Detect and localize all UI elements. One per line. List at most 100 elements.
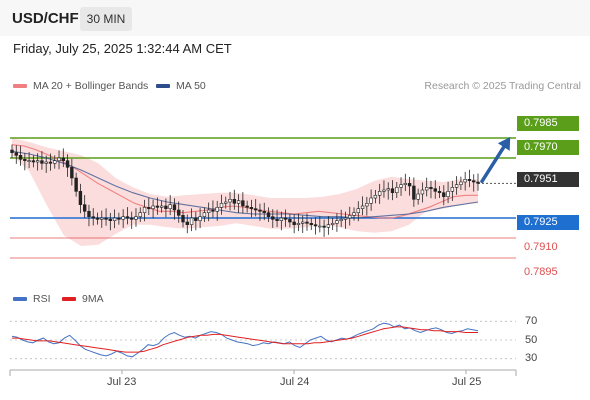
candle-body [292, 221, 296, 225]
candle-body [386, 188, 390, 191]
ma50-line [11, 150, 479, 219]
candle-body [271, 216, 275, 220]
candle-body [258, 209, 262, 212]
symbol-label: USD/CHF [12, 10, 79, 27]
candle-body [356, 208, 360, 213]
candle-body [100, 217, 104, 220]
candle-body [219, 203, 224, 208]
rsi-9ma-line [12, 326, 478, 353]
legend-item-ma20: MA 20 + Bollinger Bands [13, 80, 148, 92]
ma20-line [11, 144, 478, 219]
candle-body [390, 188, 395, 193]
level-label-support-2: 0.7895 [524, 266, 558, 278]
candle-body [70, 167, 74, 179]
forecast-arrow-shaft [480, 140, 509, 184]
candle-body [31, 160, 36, 163]
timestamp: Friday, July 25, 2025 1:32:44 AM CET [13, 41, 232, 56]
candle-body [467, 179, 472, 181]
timeframe-badge[interactable]: 30 MIN [80, 7, 132, 31]
legend-label: MA 20 + Bollinger Bands [33, 80, 149, 92]
candle-body [348, 215, 352, 219]
level-label-target: 0.7985 [517, 116, 579, 131]
candle-body [454, 184, 459, 188]
rsi-line [11, 322, 479, 358]
level-label-pivot: 0.7925 [517, 215, 579, 230]
candle-body [53, 160, 57, 164]
candle-body [399, 184, 403, 188]
legend-label: MA 50 [176, 80, 206, 92]
candle-body [181, 215, 185, 223]
candle-body [117, 217, 121, 220]
candle-body [23, 159, 27, 161]
candle-body [159, 205, 164, 208]
candle-body [476, 181, 480, 184]
candle-body [424, 187, 429, 191]
candle-body [360, 205, 365, 209]
level-label-support-1: 0.7910 [524, 241, 558, 253]
candle-body [142, 207, 147, 213]
candle-body [172, 204, 177, 211]
candle-body [288, 219, 292, 223]
candle-body [57, 157, 61, 161]
candle-body [446, 191, 450, 197]
candle-body [330, 223, 335, 225]
candle-body [365, 203, 369, 207]
candle-body [168, 204, 172, 209]
ma20-swatch [13, 84, 27, 89]
candle-body [198, 216, 202, 221]
candle-body [91, 216, 95, 219]
candle-body [275, 219, 279, 221]
candle-body [215, 207, 219, 212]
candle-body [95, 217, 100, 220]
candle-body [40, 160, 44, 164]
candle-body [206, 209, 211, 213]
candle-body [382, 189, 386, 192]
candle-body [18, 155, 23, 160]
candle-body [309, 223, 313, 225]
candle-body [262, 211, 266, 213]
candle-body [301, 221, 305, 224]
candle-body [202, 212, 207, 217]
bollinger-band [12, 138, 478, 246]
candle-body [125, 216, 130, 219]
research-credit: Research © 2025 Trading Central [424, 80, 581, 92]
legend-item-rsi: RSI [13, 293, 51, 305]
candle-body [433, 188, 437, 192]
candle-body [151, 205, 155, 209]
candle-body [463, 179, 467, 183]
candle-body [326, 224, 331, 228]
candle-body [78, 191, 83, 205]
ma50-swatch [156, 84, 170, 89]
rsi-tick-30: 30 [525, 352, 538, 364]
chart-header: USD/CHF 30 MIN [0, 0, 590, 36]
candle-body [112, 217, 117, 221]
legend-label: RSI [33, 293, 51, 305]
candle-body [437, 191, 442, 193]
candle-body [283, 217, 288, 220]
level-label-resistance: 0.7970 [517, 140, 579, 155]
candle-body [130, 217, 134, 220]
candle-body [459, 181, 463, 185]
candle-body [228, 199, 232, 203]
candle-body [147, 207, 151, 209]
x-tick-jul25: Jul 25 [452, 376, 482, 388]
candle-body [249, 207, 254, 209]
candle-body [412, 185, 416, 200]
candle-body [134, 216, 138, 220]
candle-body [403, 183, 408, 185]
candle-body [10, 149, 14, 153]
candle-body [236, 200, 241, 204]
candle-body [377, 191, 382, 196]
candle-body [35, 160, 40, 163]
candle-body [343, 217, 348, 220]
candle-body [108, 219, 113, 221]
candle-body [177, 209, 181, 216]
x-tick-jul23: Jul 23 [107, 376, 137, 388]
candle-body [48, 161, 53, 164]
candle-body [322, 225, 326, 228]
candle-body [279, 217, 284, 221]
candle-body [241, 200, 245, 207]
candle-body [189, 217, 194, 225]
candle-body [335, 220, 339, 224]
